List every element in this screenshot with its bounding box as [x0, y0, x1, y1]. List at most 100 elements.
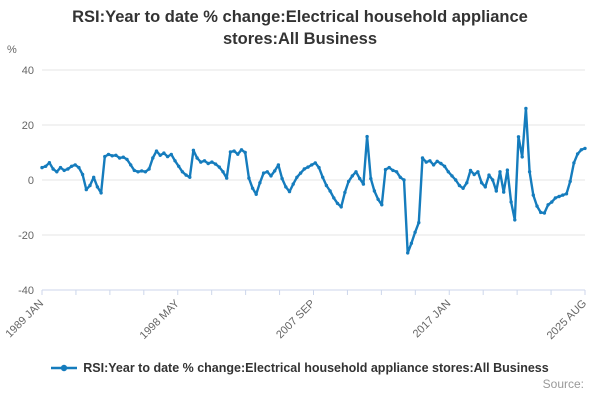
data-point[interactable]	[213, 162, 218, 166]
data-point[interactable]	[361, 182, 366, 186]
data-point[interactable]	[428, 159, 432, 163]
data-point[interactable]	[365, 134, 369, 139]
data-point[interactable]	[92, 175, 96, 179]
data-point[interactable]	[125, 157, 129, 162]
data-point[interactable]	[454, 178, 458, 182]
data-point[interactable]	[206, 161, 210, 166]
data-point[interactable]	[450, 174, 454, 178]
data-point[interactable]	[406, 251, 410, 255]
data-point[interactable]	[568, 179, 572, 184]
data-point[interactable]	[254, 192, 258, 196]
data-point[interactable]	[114, 153, 118, 157]
data-point[interactable]	[513, 218, 517, 222]
data-point[interactable]	[129, 163, 133, 167]
data-point[interactable]	[561, 193, 565, 197]
data-point[interactable]	[199, 160, 203, 164]
data-point[interactable]	[195, 156, 199, 160]
data-point[interactable]	[143, 170, 148, 174]
data-point[interactable]	[468, 168, 473, 173]
data-point[interactable]	[95, 185, 100, 189]
data-point[interactable]	[73, 163, 77, 167]
data-point[interactable]	[424, 160, 428, 164]
data-point[interactable]	[476, 170, 480, 174]
data-point[interactable]	[158, 153, 162, 157]
data-point[interactable]	[121, 155, 126, 159]
data-point[interactable]	[494, 189, 498, 193]
data-point[interactable]	[391, 168, 395, 173]
data-point[interactable]	[402, 178, 406, 182]
data-point[interactable]	[239, 148, 244, 152]
data-point[interactable]	[417, 220, 421, 225]
data-point[interactable]	[579, 148, 583, 152]
data-point[interactable]	[572, 161, 576, 165]
data-point[interactable]	[236, 152, 240, 156]
data-point[interactable]	[372, 189, 377, 193]
data-point[interactable]	[291, 182, 295, 186]
series-markers[interactable]	[40, 106, 587, 255]
data-point[interactable]	[165, 154, 170, 159]
data-point[interactable]	[51, 167, 55, 171]
data-point[interactable]	[66, 167, 70, 171]
data-point[interactable]	[502, 190, 506, 194]
data-point[interactable]	[225, 176, 229, 180]
data-point[interactable]	[247, 176, 251, 180]
data-point[interactable]	[398, 175, 402, 179]
data-point[interactable]	[140, 169, 144, 173]
data-point[interactable]	[446, 170, 450, 174]
data-point[interactable]	[202, 159, 207, 163]
data-point[interactable]	[99, 191, 103, 195]
data-point[interactable]	[265, 170, 269, 174]
data-point[interactable]	[151, 156, 155, 160]
data-point[interactable]	[295, 175, 299, 179]
data-point[interactable]	[383, 167, 388, 172]
data-point[interactable]	[524, 106, 528, 111]
data-point[interactable]	[358, 176, 362, 181]
data-point[interactable]	[58, 165, 63, 170]
data-point[interactable]	[106, 152, 111, 157]
data-point[interactable]	[387, 165, 391, 170]
data-point[interactable]	[117, 156, 122, 160]
data-point[interactable]	[498, 170, 502, 174]
data-point[interactable]	[575, 152, 580, 156]
data-point[interactable]	[184, 173, 188, 177]
data-point[interactable]	[483, 185, 487, 189]
data-point[interactable]	[376, 197, 380, 201]
data-point[interactable]	[88, 183, 92, 188]
data-point[interactable]	[228, 150, 233, 154]
data-point[interactable]	[413, 230, 417, 234]
data-point[interactable]	[302, 167, 306, 171]
data-point[interactable]	[505, 168, 510, 172]
data-point[interactable]	[80, 172, 85, 177]
data-point[interactable]	[583, 146, 587, 151]
data-point[interactable]	[77, 165, 81, 170]
data-point[interactable]	[317, 165, 321, 170]
data-point[interactable]	[380, 203, 384, 207]
data-point[interactable]	[535, 204, 539, 208]
data-point[interactable]	[276, 163, 281, 167]
data-point[interactable]	[62, 168, 66, 173]
data-point[interactable]	[335, 201, 340, 206]
data-point[interactable]	[435, 159, 439, 163]
data-point[interactable]	[479, 181, 484, 185]
data-point[interactable]	[243, 150, 247, 155]
data-point[interactable]	[269, 174, 273, 178]
data-point[interactable]	[169, 152, 173, 157]
data-point[interactable]	[516, 135, 521, 139]
data-point[interactable]	[40, 165, 44, 170]
data-point[interactable]	[332, 196, 336, 200]
data-point[interactable]	[409, 241, 414, 245]
data-point[interactable]	[491, 178, 495, 182]
data-point[interactable]	[110, 154, 114, 158]
data-point[interactable]	[154, 149, 159, 153]
data-point[interactable]	[442, 164, 447, 168]
data-point[interactable]	[542, 211, 547, 215]
data-point[interactable]	[188, 175, 192, 179]
data-point[interactable]	[147, 167, 151, 171]
data-point[interactable]	[180, 170, 185, 174]
data-point[interactable]	[69, 164, 74, 168]
data-point[interactable]	[284, 185, 288, 189]
data-point[interactable]	[321, 175, 325, 179]
data-point[interactable]	[287, 189, 292, 194]
data-point[interactable]	[527, 170, 532, 174]
data-point[interactable]	[261, 171, 266, 175]
